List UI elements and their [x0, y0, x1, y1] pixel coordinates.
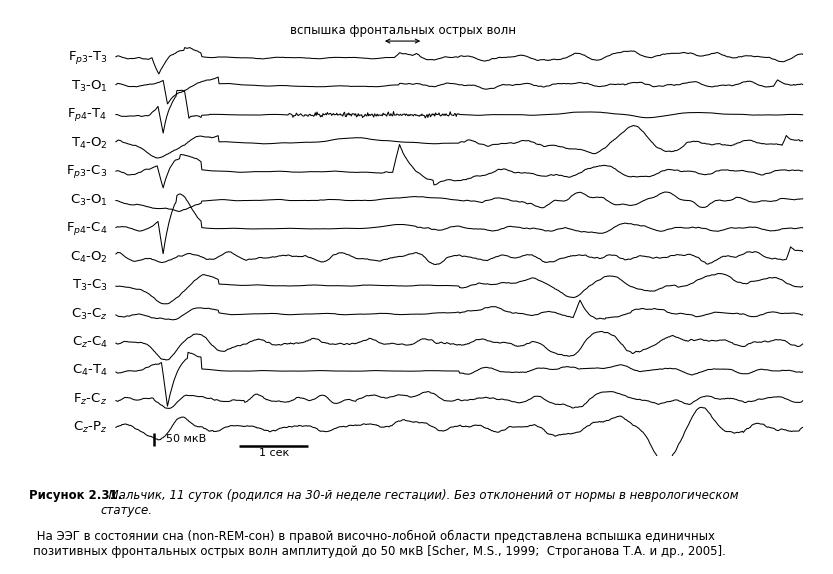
Text: C$_3$-C$_z$: C$_3$-C$_z$ — [71, 307, 107, 321]
Text: F$_{p3}$-C$_3$: F$_{p3}$-C$_3$ — [67, 163, 107, 180]
Text: F$_{p4}$-T$_4$: F$_{p4}$-T$_4$ — [67, 106, 107, 123]
Text: C$_z$-C$_4$: C$_z$-C$_4$ — [72, 335, 107, 350]
Text: вспышка фронтальных острых волн: вспышка фронтальных острых волн — [290, 24, 516, 37]
Text: F$_{p4}$-C$_4$: F$_{p4}$-C$_4$ — [67, 220, 107, 237]
Text: Рисунок 2.31.: Рисунок 2.31. — [29, 489, 122, 502]
Text: T$_4$-O$_2$: T$_4$-O$_2$ — [71, 135, 107, 151]
Text: F$_{p3}$-T$_3$: F$_{p3}$-T$_3$ — [67, 49, 107, 67]
Text: 1 сек: 1 сек — [259, 448, 289, 459]
Text: 50 мкВ: 50 мкВ — [166, 434, 207, 444]
Text: На ЭЭГ в состоянии сна (non-REM-сон) в правой височно-лобной области представлен: На ЭЭГ в состоянии сна (non-REM-сон) в п… — [33, 530, 726, 559]
Text: Мальчик, 11 суток (родился на 30-й неделе гестации). Без отклонений от нормы в н: Мальчик, 11 суток (родился на 30-й недел… — [101, 489, 738, 517]
Text: T$_3$-C$_3$: T$_3$-C$_3$ — [72, 278, 107, 293]
Text: C$_4$-O$_2$: C$_4$-O$_2$ — [70, 250, 107, 265]
Text: C$_3$-O$_1$: C$_3$-O$_1$ — [70, 193, 107, 208]
Text: C$_z$-P$_z$: C$_z$-P$_z$ — [73, 420, 107, 436]
Text: F$_z$-C$_z$: F$_z$-C$_z$ — [73, 392, 107, 407]
Text: C$_4$-T$_4$: C$_4$-T$_4$ — [72, 363, 107, 378]
Text: T$_3$-O$_1$: T$_3$-O$_1$ — [71, 79, 107, 94]
